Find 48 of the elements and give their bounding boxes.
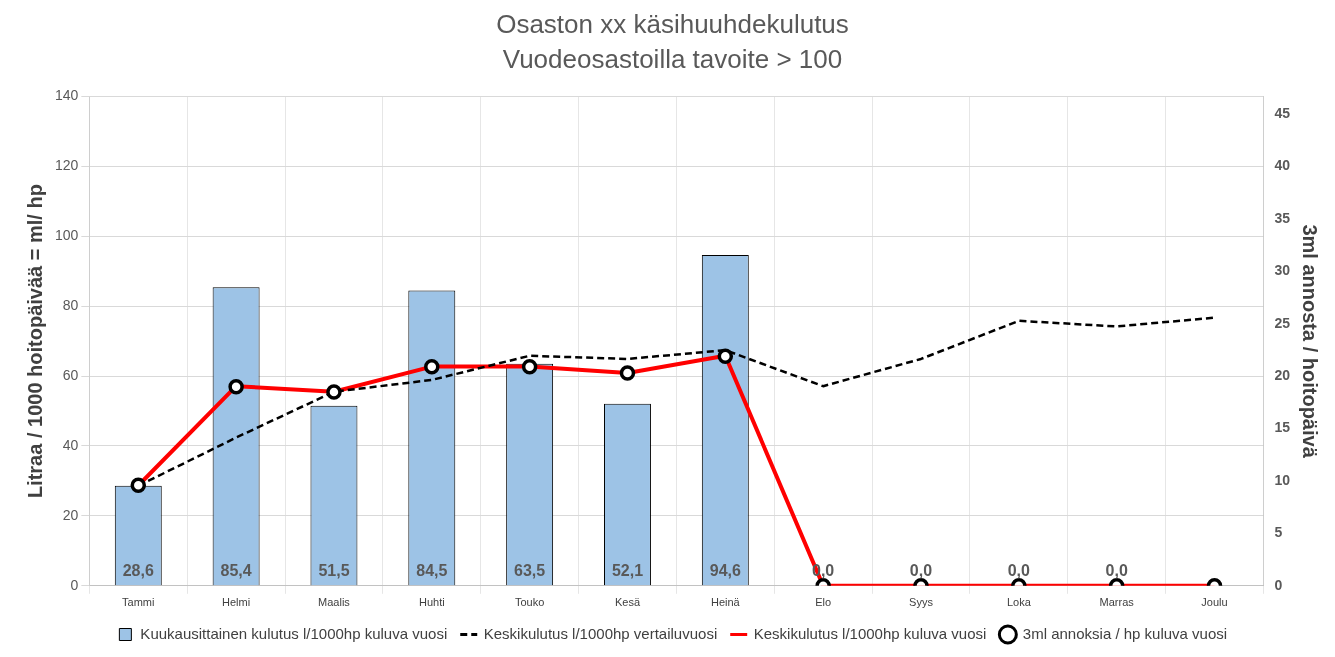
legend-label: 3ml annoksia / hp kuluva vuosi bbox=[1022, 624, 1228, 642]
y-tick-label: 40 bbox=[62, 436, 79, 453]
y2-tick-label: 10 bbox=[1274, 471, 1291, 488]
y-tick-label: 20 bbox=[62, 506, 79, 523]
y-tick-label: 120 bbox=[55, 157, 79, 174]
chart-subtitle: Vuodeosastoilla tavoite > 100 bbox=[502, 43, 843, 74]
data-label: 85,4 bbox=[220, 562, 252, 580]
y2-tick-label: 5 bbox=[1274, 524, 1283, 541]
y-tick-label: 60 bbox=[62, 366, 79, 383]
legend-label: Kuukausittainen kulutus l/1000hp kuluva vuosi bbox=[140, 624, 448, 642]
y-tick-label: 100 bbox=[55, 227, 79, 244]
x-tick-label: Heinä bbox=[710, 596, 741, 609]
x-tick-label: Tammi bbox=[122, 596, 155, 609]
x-tick-label: Huhti bbox=[418, 596, 445, 609]
data-label: 0,0 bbox=[1105, 562, 1128, 580]
legend-label: Keskikulutus l/1000hp kuluva vuosi bbox=[753, 624, 987, 642]
x-tick-label: Kesä bbox=[614, 596, 641, 609]
legend-label: Keskikulutus l/1000hp vertailuvuosi bbox=[483, 624, 718, 642]
y-tick-label: 0 bbox=[70, 576, 79, 593]
y2-tick-label: 0 bbox=[1274, 576, 1283, 593]
x-tick-label: Marras bbox=[1099, 596, 1135, 609]
y2-tick-label: 30 bbox=[1274, 262, 1291, 279]
x-tick-label: Elo bbox=[815, 596, 832, 609]
chart-title: Osaston xx käsihuuhdekulutus bbox=[496, 8, 849, 39]
y2-axis-title: 3ml annosta / hoitopäivä bbox=[1299, 224, 1322, 459]
y2-tick-label: 25 bbox=[1274, 314, 1291, 331]
y2-tick-label: 35 bbox=[1274, 209, 1291, 226]
data-label: 84,5 bbox=[416, 562, 448, 580]
y2-tick-label: 40 bbox=[1274, 157, 1291, 174]
data-label: 0,0 bbox=[1007, 562, 1031, 580]
data-label: 52,1 bbox=[611, 562, 644, 580]
x-tick-label: Loka bbox=[1006, 596, 1032, 609]
x-tick-label: Syys bbox=[909, 596, 934, 609]
y-tick-label: 80 bbox=[62, 297, 79, 313]
data-label: 51,5 bbox=[318, 562, 350, 580]
y-tick-label: 140 bbox=[55, 87, 79, 104]
x-tick-label: Joulu bbox=[1201, 596, 1228, 609]
x-tick-label: Touko bbox=[514, 596, 545, 609]
x-tick-label: Maalis bbox=[318, 596, 351, 609]
x-tick-label: Helmi bbox=[222, 596, 251, 609]
y2-tick-label: 20 bbox=[1274, 367, 1291, 384]
data-label: 94,6 bbox=[709, 562, 741, 580]
y2-tick-label: 15 bbox=[1274, 419, 1291, 436]
y2-tick-label: 45 bbox=[1274, 105, 1291, 122]
data-label: 63,5 bbox=[514, 562, 546, 580]
y-axis-title: Litraa / 1000 hoitopäivää = ml/ hp bbox=[23, 184, 46, 499]
data-label: 0,0 bbox=[909, 562, 933, 580]
data-label: 28,6 bbox=[122, 562, 154, 580]
